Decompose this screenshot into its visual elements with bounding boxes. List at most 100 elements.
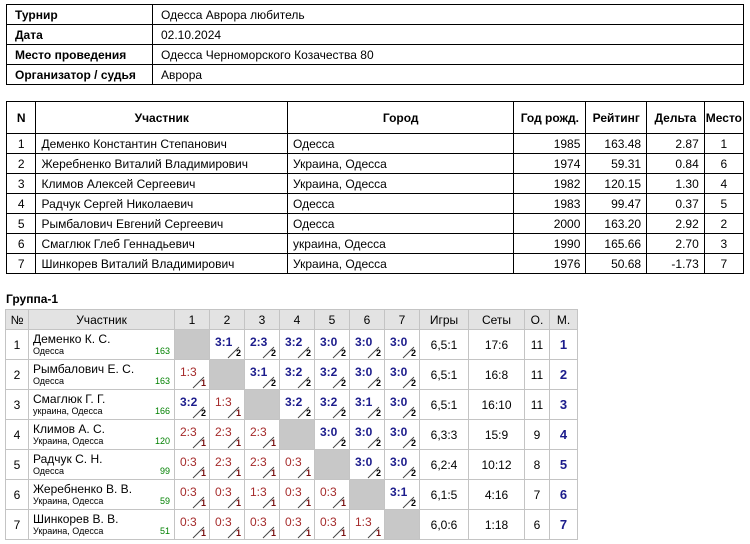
match-result-cell: 0:3 1: [314, 479, 350, 510]
participant-row: 5 Рымбалович Евгений Сергеевич Одесса 2000 1…: [5, 213, 745, 234]
match-points: 2: [305, 408, 311, 418]
participant-delta: 0.84: [646, 153, 705, 174]
participant-birth-year: 1983: [513, 193, 587, 214]
score-slash-icon: [297, 376, 310, 389]
match-result-cell: 1:3 1: [174, 359, 210, 390]
match-score: 2:3: [180, 425, 197, 439]
participant-place: 1: [703, 133, 745, 154]
info-row: Турнир Одесса Аврора любитель: [6, 4, 744, 25]
participant-city: Украина, Одесса: [287, 173, 515, 194]
group-header-cell: 5: [314, 309, 350, 330]
group-header-cell: М.: [549, 309, 578, 330]
match-result-cell: 3:2 2: [314, 359, 350, 390]
group-player-name: Рымбалович Е. С.: [33, 362, 135, 376]
match-result-cell: 3:0 2: [384, 329, 420, 360]
match-result-cell: 3:0 2: [384, 449, 420, 480]
participant-place: 2: [703, 213, 745, 234]
participant-number: 2: [5, 153, 37, 174]
score-slash-icon: [367, 406, 380, 419]
group-points: 11: [524, 389, 550, 420]
match-score: 3:0: [390, 365, 408, 379]
group-player-number: 1: [5, 329, 29, 360]
group-header-cell: №: [5, 309, 29, 330]
info-label: Турнир: [6, 4, 153, 25]
col-birth-year-header: Год рожд.: [513, 101, 587, 134]
match-points: 2: [410, 378, 416, 388]
score-slash-icon: [332, 496, 345, 509]
participant-number: 4: [5, 193, 37, 214]
score-slash-icon: [227, 346, 240, 359]
participant-city: Одесса: [287, 193, 515, 214]
info-label: Место проведения: [6, 44, 153, 65]
score-slash-icon: [402, 406, 415, 419]
group-points: 11: [524, 329, 550, 360]
match-points: 1: [375, 528, 381, 538]
group-row: 6 Жеребненко В. В. Украина, Одесса 59 0:3 1 0:…: [5, 479, 578, 510]
participant-name: Смаглюк Глеб Геннадьевич: [35, 233, 289, 254]
score-slash-icon: [192, 496, 205, 509]
participant-birth-year: 1974: [513, 153, 587, 174]
participant-birth-year: 1990: [513, 233, 587, 254]
score-slash-icon: [367, 346, 380, 359]
match-result-cell: 3:2 2: [279, 389, 315, 420]
group-sets: 16:10: [468, 389, 525, 420]
group-player-rating: 51: [159, 526, 170, 536]
col-city-header: Город: [287, 101, 515, 134]
match-points: 1: [340, 528, 346, 538]
group-player-name: Смаглюк Г. Г.: [33, 392, 106, 406]
match-score: 0:3: [250, 515, 267, 529]
group-player-number: 6: [5, 479, 29, 510]
info-row: Дата 02.10.2024: [6, 24, 744, 45]
group-row: 2 Рымбалович Е. С. Одесса 163 1:3 1 3:1 2 3:2 2 3:…: [5, 359, 578, 390]
group-title: Группа-1: [6, 292, 59, 306]
participant-name: Рымбалович Евгений Сергеевич: [35, 213, 289, 234]
match-result-cell: 1:3 1: [209, 389, 245, 420]
match-points: 1: [235, 498, 241, 508]
participant-row: 2 Жеребненко Виталий Владимирович Украина,…: [5, 153, 745, 174]
match-result-cell: 2:3 1: [244, 449, 280, 480]
group-player-rating: 99: [159, 466, 170, 476]
match-points: 2: [305, 378, 311, 388]
group-row: 1 Деменко К. С. Одесса 163 3:1 2 2:3 2 3:2 2 3:0 2 3…: [5, 329, 578, 360]
group-header-cell: 6: [349, 309, 385, 330]
match-score: 3:2: [285, 395, 303, 409]
match-points: 2: [270, 348, 276, 358]
score-slash-icon: [297, 496, 310, 509]
match-score: 0:3: [285, 485, 302, 499]
participant-city: Украина, Одесса: [287, 153, 515, 174]
match-result-cell: 0:3 1: [279, 479, 315, 510]
match-score: 3:0: [320, 425, 338, 439]
match-score: 1:3: [180, 365, 197, 379]
participant-place: 6: [703, 153, 745, 174]
match-score: 0:3: [320, 485, 337, 499]
group-player-number: 5: [5, 449, 29, 480]
group-player-city: украина, Одесса: [33, 406, 103, 416]
match-score: 2:3: [250, 335, 268, 349]
match-score: 0:3: [180, 485, 197, 499]
group-player-city: Одесса: [33, 376, 65, 386]
participant-rating: 165.66: [585, 233, 648, 254]
group-games: 6,2:4: [419, 449, 469, 480]
participant-delta: 2.70: [646, 233, 705, 254]
group-player-cell: Шинкорев В. В. Украина, Одесса 51: [28, 509, 175, 540]
score-slash-icon: [367, 376, 380, 389]
group-player-cell: Радчук С. Н. Одесса 99: [28, 449, 175, 480]
group-header-cell: 3: [244, 309, 280, 330]
group-points: 7: [524, 479, 550, 510]
match-score: 2:3: [215, 425, 232, 439]
participant-number: 6: [5, 233, 37, 254]
diagonal-cell: [279, 419, 315, 450]
group-player-city: Одесса: [33, 466, 65, 476]
group-player-number: 3: [5, 389, 29, 420]
group-place: 3: [549, 389, 578, 420]
match-points: 1: [235, 438, 241, 448]
match-score: 0:3: [320, 515, 337, 529]
participant-name: Климов Алексей Сергеевич: [35, 173, 289, 194]
group-header-cell: Игры: [419, 309, 469, 330]
col-participant-header: Участник: [35, 101, 289, 134]
group-player-cell: Деменко К. С. Одесса 163: [28, 329, 175, 360]
group-row: 5 Радчук С. Н. Одесса 99 0:3 1 2:3 1 2:3 1 0:3 1 3:0…: [5, 449, 578, 480]
match-points: 2: [375, 408, 381, 418]
match-score: 3:2: [180, 395, 198, 409]
participant-delta: 2.92: [646, 213, 705, 234]
